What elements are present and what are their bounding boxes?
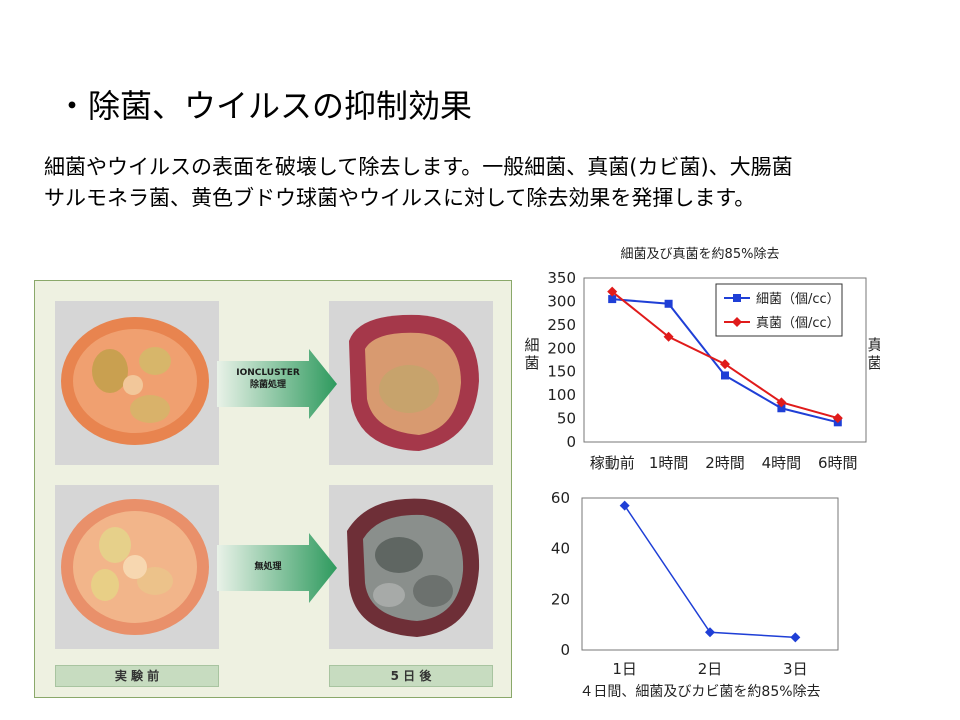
treatment-arrow-label-line1: IONCLUSTER: [236, 368, 300, 378]
bacteria-fungi-reduction-chart: 細菌及び真菌を約85%除去050100150200250300350020040…: [524, 247, 880, 472]
chart2-series-point: [705, 627, 715, 638]
chart1-series-1-point: [776, 397, 787, 408]
chart1-series-1-point: [832, 413, 843, 424]
chart1-series-1-point: [607, 286, 618, 297]
chart1-x-tick: 4時間: [762, 454, 802, 472]
tomato-before-treated-photo: [55, 301, 219, 465]
chart1-y2-label-char: 菌: [867, 354, 880, 372]
chart1-series-0-point: [664, 299, 673, 308]
chart1-y-label-char: 細: [524, 336, 539, 354]
chart2-title: ４日間、細菌及びカビ菌を約85%除去: [579, 684, 820, 700]
chart1-y-tick: 300: [547, 292, 576, 310]
chart2-x-tick: 3日: [783, 660, 808, 678]
chart2-series-line: [624, 505, 796, 639]
caption-after: 5 日 後: [329, 665, 493, 687]
chart2-series-point: [790, 632, 801, 643]
chart1-legend-marker-1: [732, 317, 742, 327]
slide-title: ・除菌、ウイルスの抑制効果: [56, 87, 473, 125]
chart1-series-0-point: [721, 371, 729, 380]
chart1-legend: [715, 283, 843, 337]
chart1-x-tick: 2時間: [705, 454, 745, 472]
tomato-after-untreated-photo: [329, 485, 493, 649]
chart2-y-tick: 60: [551, 489, 570, 507]
chart1-series-0-point: [608, 295, 617, 304]
chart1-y-tick: 0: [566, 433, 576, 451]
four-day-reduction-chart: 0 20 40 60 1日 2日 3日 ４日間、細菌及びカビ菌を約85%除去: [551, 489, 839, 700]
chart1-legend-label-1: 真菌（個/cc）: [756, 316, 840, 331]
chart1-y-tick: 100: [547, 386, 576, 404]
chart1-plot-frame: [583, 277, 867, 443]
chart1-x-tick: 稼動前: [590, 454, 635, 472]
chart2-x-tick: 2日: [698, 660, 723, 678]
chart1-legend-marker-0: [733, 294, 741, 302]
no-treatment-arrow: [217, 533, 337, 603]
chart1-y2-label-char: 真: [867, 336, 880, 354]
chart2-x-tick: 1日: [612, 660, 637, 678]
tomato-experiment-figure: IONCLUSTER 除菌処理 無処理 実 験 前 5 日 後: [34, 280, 512, 698]
chart1-y-label-char: 菌: [524, 354, 539, 372]
chart1-y-tick: 250: [547, 316, 576, 334]
chart2-series-point: [619, 500, 630, 511]
no-treatment-arrow-label: 無処理: [254, 562, 282, 572]
chart1-x-tick: 1時間: [649, 454, 689, 472]
chart1-y-tick: 50: [557, 410, 576, 428]
treatment-arrow: [217, 349, 337, 419]
chart2-y-tick: 20: [551, 590, 570, 608]
chart1-y-tick: 150: [547, 363, 576, 381]
chart1-y-tick: 350: [547, 269, 576, 287]
tomato-after-treated-photo: [329, 301, 493, 465]
treatment-arrow-label: IONCLUSTER 除菌処理: [223, 367, 313, 391]
description-line-1: 細菌やウイルスの表面を破壊して除去します。一般細菌、真菌(カビ菌)、大腸菌: [44, 155, 793, 179]
chart1-series-1-point: [663, 331, 674, 342]
caption-before: 実 験 前: [55, 665, 219, 687]
slide-description: 細菌やウイルスの表面を破壊して除去します。一般細菌、真菌(カビ菌)、大腸菌 サル…: [44, 152, 793, 214]
chart2-plot-frame: [581, 497, 839, 651]
tomato-before-untreated-photo: [55, 485, 219, 649]
chart1-y-tick: 200: [547, 339, 576, 357]
treatment-arrow-label-line2: 除菌処理: [249, 380, 286, 390]
chart2-y-tick: 40: [551, 540, 570, 558]
chart1-series-1-point: [720, 359, 730, 370]
description-line-2: サルモネラ菌、黄色ブドウ球菌やウイルスに対して除去効果を発揮します。: [44, 186, 756, 210]
chart1-x-tick: 6時間: [818, 454, 858, 472]
chart2-y-tick: 0: [560, 641, 570, 659]
chart1-series-0-point: [777, 404, 786, 413]
chart1-legend-label-0: 細菌（個/cc）: [756, 292, 840, 307]
chart1-title: 細菌及び真菌を約85%除去: [621, 247, 780, 262]
